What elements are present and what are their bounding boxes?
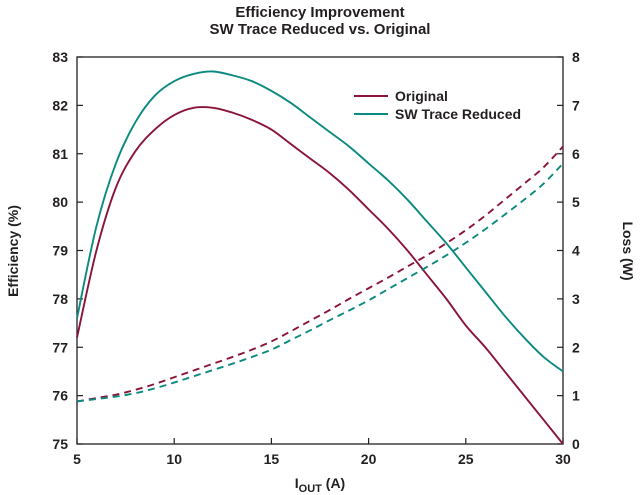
right-tick-label: 4	[572, 243, 580, 259]
right-tick-label: 1	[572, 388, 580, 404]
chart-subtitle: SW Trace Reduced vs. Original	[210, 21, 431, 38]
x-tick-label: 5	[73, 451, 81, 467]
x-axis-label-subscript: OUT	[299, 483, 323, 495]
series-line-eff-reduced	[76, 70, 564, 373]
left-tick-label: 76	[52, 388, 68, 404]
right-tick-label: 5	[572, 194, 580, 210]
right-axis-ticks: 0 1 2 3 4 5 6 7 8	[557, 49, 580, 452]
right-tick-label: 3	[572, 291, 580, 307]
legend-label-original: Original	[395, 88, 448, 104]
right-tick-label: 0	[572, 436, 580, 452]
x-axis-label: IOUT (A)	[295, 475, 345, 495]
x-tick-label: 20	[361, 451, 377, 467]
x-tick-label: 15	[264, 451, 280, 467]
watermark-text: 搜狐号@电子工程世界	[490, 474, 631, 490]
legend: Original SW Trace Reduced	[354, 88, 521, 122]
series-layer	[76, 70, 564, 445]
x-tick-label: 30	[555, 451, 571, 467]
series-line-loss-original	[76, 145, 564, 403]
left-tick-label: 78	[52, 291, 68, 307]
left-tick-label: 83	[52, 49, 68, 65]
chart-title: Efficiency Improvement	[235, 4, 404, 21]
left-tick-label: 80	[52, 194, 68, 210]
x-axis-label-main: I	[295, 475, 299, 491]
legend-label-reduced: SW Trace Reduced	[395, 106, 521, 122]
x-axis-ticks: 5 10 15 20 25 30	[73, 438, 571, 467]
left-axis-label: Efficiency (%)	[5, 205, 21, 297]
right-tick-label: 8	[572, 49, 580, 65]
left-tick-label: 79	[52, 243, 68, 259]
x-axis-label-unit: (A)	[322, 475, 345, 491]
right-axis-label: Loss (W)	[620, 221, 636, 280]
right-tick-label: 6	[572, 146, 580, 162]
left-tick-label: 75	[52, 436, 68, 452]
left-axis-ticks: 75 76 77 78 79 80 81 82 83	[52, 49, 83, 452]
left-tick-label: 77	[52, 339, 68, 355]
x-tick-label: 10	[166, 451, 182, 467]
x-tick-label: 25	[458, 451, 474, 467]
series-line-eff-original	[76, 106, 564, 445]
series-line-loss-reduced	[76, 162, 564, 403]
left-tick-label: 81	[52, 146, 68, 162]
right-tick-label: 2	[572, 339, 580, 355]
right-tick-label: 7	[572, 97, 580, 113]
left-tick-label: 82	[52, 97, 68, 113]
